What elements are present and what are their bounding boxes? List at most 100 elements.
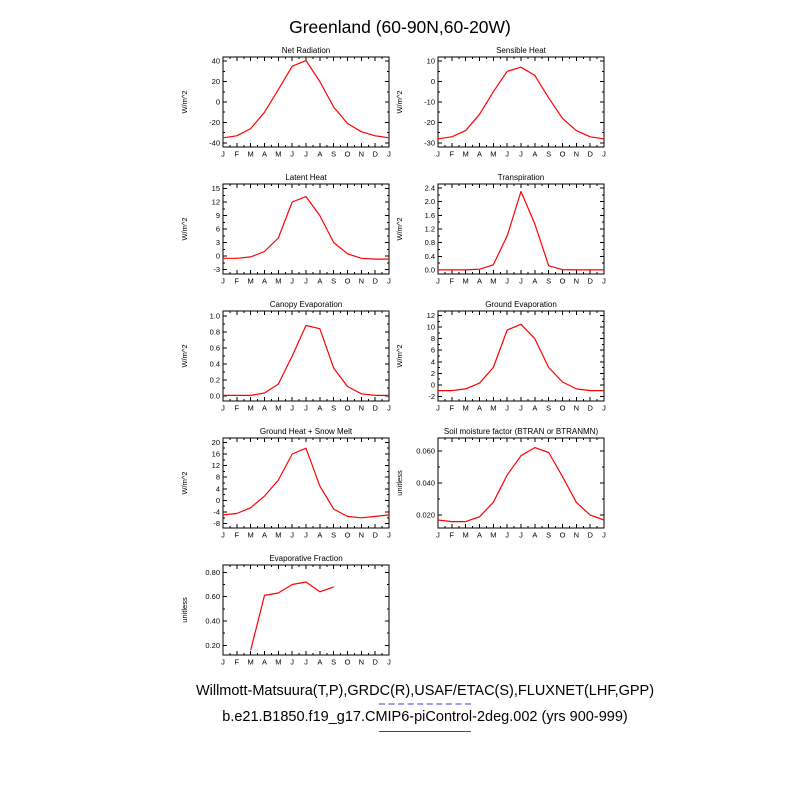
data-line — [223, 324, 389, 396]
data-line — [250, 581, 334, 651]
x-tick-label: N — [574, 150, 579, 159]
x-tick-label: N — [359, 150, 364, 159]
y-tick-label: -3 — [213, 265, 220, 274]
x-tick-label: N — [359, 531, 364, 540]
x-tick-label: M — [248, 277, 254, 286]
x-tick-label: J — [602, 277, 606, 286]
chart-svg: J F M A M J J A S O N D J0.200.400.600.80Evaporative… — [180, 554, 391, 667]
y-tick-label: 0.020 — [416, 511, 435, 520]
y-tick-label: 0.80 — [205, 568, 220, 577]
x-tick-label: J — [221, 404, 225, 413]
chart-title: Transpiration — [498, 173, 544, 182]
x-tick-label: J — [505, 150, 509, 159]
x-tick-label: J — [304, 150, 308, 159]
plot-frame — [222, 310, 390, 402]
y-tick-label: 0.0 — [210, 392, 220, 401]
x-tick-label: J — [602, 531, 606, 540]
y-tick-label: 0 — [431, 380, 435, 389]
y-tick-label: 20 — [212, 438, 220, 447]
y-tick-label: -30 — [424, 138, 435, 147]
x-tick-label: M — [248, 150, 254, 159]
chart-grid: J F M A M J J A S O N D J -40 -20 0 20 40 Net Radiation W/m… — [178, 45, 800, 670]
x-tick-label: J — [602, 404, 606, 413]
x-tick-label: J — [290, 277, 294, 286]
x-tick-label: D — [372, 150, 378, 159]
y-tick-label: 0 — [216, 252, 220, 261]
y-axis-label: W/m^2 — [180, 471, 189, 494]
data-line — [437, 66, 605, 140]
y-tick-label: 12 — [427, 311, 435, 320]
y-tick-label: 0.2 — [210, 376, 220, 385]
y-tick-label: -8 — [213, 519, 220, 528]
y-tick-label: 40 — [212, 57, 220, 66]
y-axis-label: W/m^2 — [395, 90, 404, 113]
x-tick-label: A — [317, 277, 322, 286]
x-tick-label: O — [345, 150, 351, 159]
x-tick-label: J — [519, 404, 523, 413]
x-tick-label: M — [463, 531, 469, 540]
y-tick-label: 10 — [427, 323, 435, 332]
obs-legend-line — [379, 703, 471, 705]
y-tick-label: 0.8 — [210, 327, 220, 336]
y-axis-label: unitless — [180, 597, 189, 623]
y-tick-label: 0.8 — [425, 238, 435, 247]
x-tick-label: F — [450, 277, 455, 286]
x-tick-label: F — [235, 531, 240, 540]
x-tick-label: F — [450, 404, 455, 413]
x-tick-label: N — [574, 404, 579, 413]
chart-svg: J F M A M J J A S O N D J0.00.40.81.21.62.02.4Transp… — [395, 173, 606, 286]
x-tick-label: N — [359, 658, 364, 667]
y-tick-label: 8 — [216, 473, 220, 482]
chart-title: Evaporative Fraction — [269, 554, 342, 563]
x-tick-label: D — [587, 277, 593, 286]
y-tick-label: 15 — [212, 184, 220, 193]
x-tick-label: J — [290, 150, 294, 159]
x-tick-label: M — [463, 277, 469, 286]
x-tick-label: A — [532, 277, 537, 286]
x-tick-label: S — [546, 150, 551, 159]
x-tick-label: O — [560, 531, 566, 540]
plot-frame — [222, 437, 390, 529]
x-tick-label: A — [262, 277, 267, 286]
plot-frame — [437, 56, 605, 148]
x-tick-label: M — [275, 150, 281, 159]
x-tick-label: D — [587, 404, 593, 413]
x-tick-label: S — [546, 531, 551, 540]
x-tick-label: D — [372, 658, 378, 667]
x-tick-label: S — [546, 404, 551, 413]
x-tick-label: O — [560, 404, 566, 413]
x-tick-label: O — [345, 531, 351, 540]
x-tick-label: J — [505, 404, 509, 413]
y-tick-label: 1.2 — [425, 225, 435, 234]
x-tick-label: S — [331, 404, 336, 413]
x-tick-label: F — [450, 150, 455, 159]
x-tick-label: D — [372, 531, 378, 540]
x-tick-label: J — [290, 404, 294, 413]
x-tick-label: A — [532, 531, 537, 540]
y-tick-label: 0.040 — [416, 479, 435, 488]
x-tick-label: N — [574, 531, 579, 540]
plot-frame — [437, 183, 605, 275]
x-tick-label: F — [235, 150, 240, 159]
x-tick-label: F — [235, 404, 240, 413]
data-line — [223, 196, 389, 260]
x-tick-label: J — [505, 531, 509, 540]
x-tick-label: M — [490, 404, 496, 413]
x-tick-label: S — [546, 277, 551, 286]
chart-title: Latent Heat — [285, 173, 327, 182]
x-tick-label: J — [519, 150, 523, 159]
x-tick-label: A — [317, 150, 322, 159]
x-tick-label: J — [505, 277, 509, 286]
chart-title: Ground Evaporation — [485, 300, 557, 309]
y-tick-label: 0 — [216, 98, 220, 107]
model-legend-line — [379, 731, 471, 732]
y-tick-label: -40 — [209, 138, 220, 147]
x-tick-label: J — [290, 658, 294, 667]
x-tick-label: M — [275, 531, 281, 540]
x-tick-label: A — [477, 277, 482, 286]
